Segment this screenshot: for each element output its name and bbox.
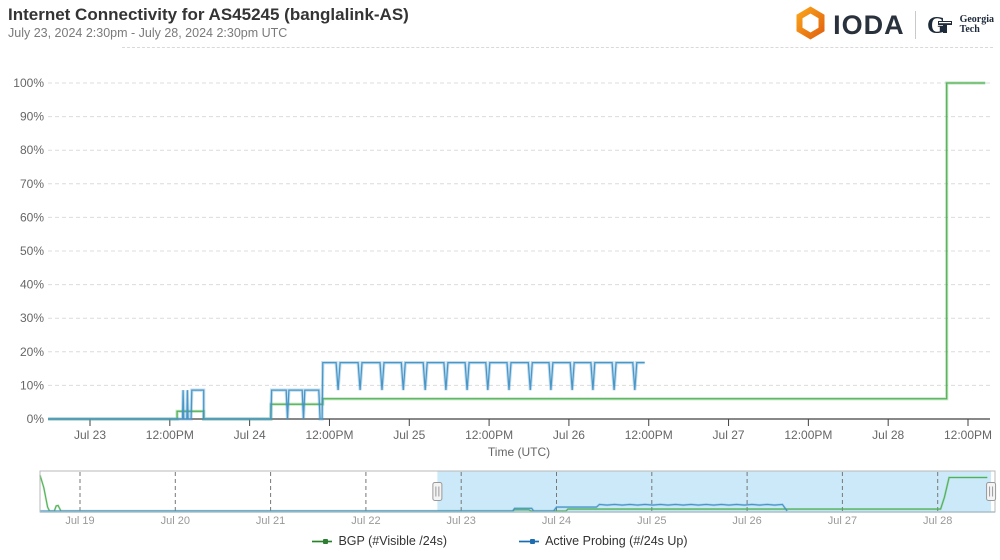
y-axis-tick-label: 50% <box>20 244 44 258</box>
chart-legend: BGP (#Visible /24s) Active Probing (#/24… <box>0 534 1000 548</box>
x-axis-tick-label: 12:00PM <box>944 428 992 442</box>
bgp-legend-marker <box>312 537 333 546</box>
navigator-tick-label: Jul 20 <box>161 515 190 527</box>
x-axis-tick-label: 12:00PM <box>305 428 353 442</box>
navigator-tick-label: Jul 26 <box>732 515 761 527</box>
brand-area: IODA G Georgia Tech <box>794 6 994 45</box>
y-axis-tick-label: 60% <box>20 210 44 224</box>
y-axis-tick-label: 70% <box>20 177 44 191</box>
navigator-tick-label: Jul 28 <box>923 515 952 527</box>
x-axis-tick-label: 12:00PM <box>146 428 194 442</box>
y-axis-tick-label: 10% <box>20 378 44 392</box>
svg-text:G: G <box>927 13 946 38</box>
navigator-tick-label: Jul 23 <box>447 515 476 527</box>
x-axis-tick-label: Jul 27 <box>713 428 745 442</box>
active-probing-series-line <box>48 361 645 420</box>
x-axis-title: Time (UTC) <box>488 445 550 459</box>
time-range-subtitle: July 23, 2024 2:30pm - July 28, 2024 2:3… <box>8 26 288 40</box>
legend-item-active-probing[interactable]: Active Probing (#/24s Up) <box>519 534 688 548</box>
y-axis-tick-label: 0% <box>27 412 45 426</box>
x-axis-tick-label: Jul 28 <box>872 428 904 442</box>
nav-active-probing-series-line <box>40 503 788 512</box>
legend-item-bgp[interactable]: BGP (#Visible /24s) <box>312 534 447 548</box>
active-probing-legend-marker <box>519 537 540 546</box>
brand-divider <box>914 11 916 39</box>
ioda-logo-icon[interactable] <box>794 6 827 45</box>
x-axis-tick-label: 12:00PM <box>625 428 673 442</box>
legend-label-active-probing: Active Probing (#/24s Up) <box>545 534 688 548</box>
header-separator <box>122 47 993 48</box>
plot-area[interactable] <box>48 83 990 419</box>
y-axis-tick-label: 40% <box>20 278 44 292</box>
navigator-left-handle[interactable] <box>432 482 443 501</box>
georgia-tech-wordmark: Georgia Tech <box>959 14 994 35</box>
navigator-tick-label: Jul 21 <box>256 515 285 527</box>
legend-label-bgp: BGP (#Visible /24s) <box>338 534 448 548</box>
navigator-tick-label: Jul 27 <box>828 515 857 527</box>
navigator[interactable]: Jul 19 Jul 20 Jul 21 Jul 22 Jul 23 Jul 24 Jul … <box>38 470 997 527</box>
navigator-tick-label: Jul 25 <box>637 515 666 527</box>
y-axis-tick-label: 30% <box>20 311 44 325</box>
y-axis-tick-label: 80% <box>20 143 44 157</box>
navigator-tick-label: Jul 24 <box>542 515 571 527</box>
x-axis-tick-label: Jul 24 <box>234 428 266 442</box>
y-axis-tick-label: 20% <box>20 345 44 359</box>
navigator-right-handle[interactable] <box>986 482 997 501</box>
x-axis-tick-label: Jul 23 <box>74 428 106 442</box>
georgia-tech-logo[interactable]: G Georgia Tech <box>926 12 994 38</box>
page-title: Internet Connectivity for AS45245 (bangl… <box>8 5 409 24</box>
navigator-tick-label: Jul 22 <box>351 515 380 527</box>
x-axis-tick-label: Jul 25 <box>393 428 425 442</box>
x-axis-tick-label: 12:00PM <box>784 428 832 442</box>
y-axis-tick-label: 100% <box>13 76 44 90</box>
navigator-tick-label: Jul 19 <box>65 515 94 527</box>
x-axis-tick-label: 12:00PM <box>465 428 513 442</box>
connectivity-chart[interactable]: 0% 10% 20% 30% 40% 50% 60% 70% 80% 90% 100% Jul 23 1… <box>0 0 1000 530</box>
x-axis-tick-label: Jul 26 <box>553 428 585 442</box>
y-axis-tick-label: 90% <box>20 110 44 124</box>
ioda-logo-text[interactable]: IODA <box>833 9 905 40</box>
